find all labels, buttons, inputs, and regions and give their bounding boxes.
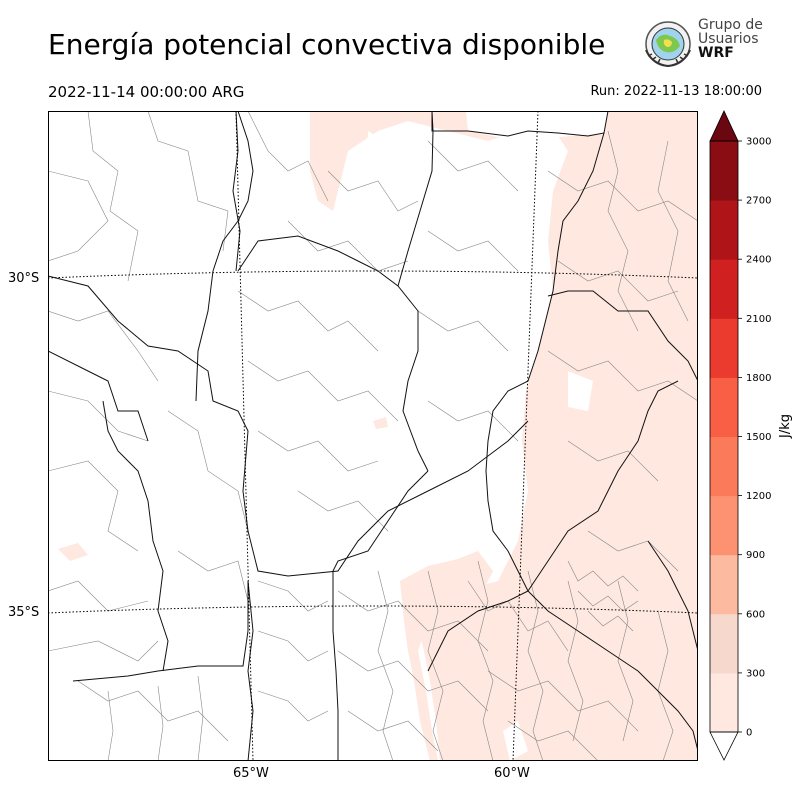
colorbar-band [710,200,738,260]
colorbar-band [710,554,738,615]
lat-label-30s: 30°S [8,271,40,286]
cape-area-east [310,111,698,761]
cape-shading [58,111,698,761]
lon-label-60w: 60°W [494,766,530,781]
logo-line2: Usuarios [698,31,759,47]
colorbar: 0 300 600 900 1200 1500 1800 2100 2400 2700 3000 [709,110,771,761]
colorbar-over-arrow [709,110,739,142]
lat-line-35s [48,605,698,614]
run-time: Run: 2022-11-13 18:00:00 [590,84,762,99]
colorbar-tick-label: 2100 [746,314,771,325]
colorbar-band [710,672,738,733]
graticule [48,111,698,761]
colorbar-under-arrow [709,731,739,761]
map-panel [48,111,698,761]
colorbar-ticks: 0 300 600 900 1200 1500 1800 2100 2400 2700 3000 [738,137,771,739]
colorbar-bands [709,110,739,761]
colorbar-tick-label: 2700 [746,196,771,207]
colorbar-tick-label: 1800 [746,373,771,384]
chart-title: Energía potencial convectiva disponible [48,28,606,61]
lat-line-30s [48,270,698,279]
province-boundaries [48,111,698,761]
map-frame [48,111,698,761]
globe-logo-icon [645,21,691,68]
colorbar-tick-label: 600 [746,609,765,620]
colorbar-band [710,259,738,319]
colorbar-band [710,495,738,556]
logo-line3: WRF [698,45,734,61]
colorbar-band [710,377,738,437]
colorbar-band [710,613,738,674]
cape-area-southeast [400,551,493,761]
colorbar-tick-label: 2400 [746,255,771,266]
colorbar-units: J/kg [778,414,793,438]
colorbar-band [710,436,738,497]
logo-line1: Grupo de [698,17,763,33]
cape-spot-west [58,543,88,561]
department-boundaries [48,111,698,761]
cape-spot-center [373,417,388,429]
colorbar-tick-label: 1200 [746,491,771,502]
colorbar-tick-label: 300 [746,668,765,679]
valid-time: 2022-11-14 00:00:00 ARG [48,83,245,101]
colorbar-tick-label: 900 [746,550,765,561]
lon-label-65w: 65°W [233,766,269,781]
colorbar-band [710,141,738,201]
colorbar-band [710,318,738,378]
colorbar-tick-label: 1500 [746,432,771,443]
wrf-users-logo: Grupo de Usuarios WRF [638,16,763,72]
colorbar-tick-label: 3000 [746,137,771,148]
lat-label-35s: 35°S [8,605,40,620]
colorbar-tick-label: 0 [746,728,752,739]
